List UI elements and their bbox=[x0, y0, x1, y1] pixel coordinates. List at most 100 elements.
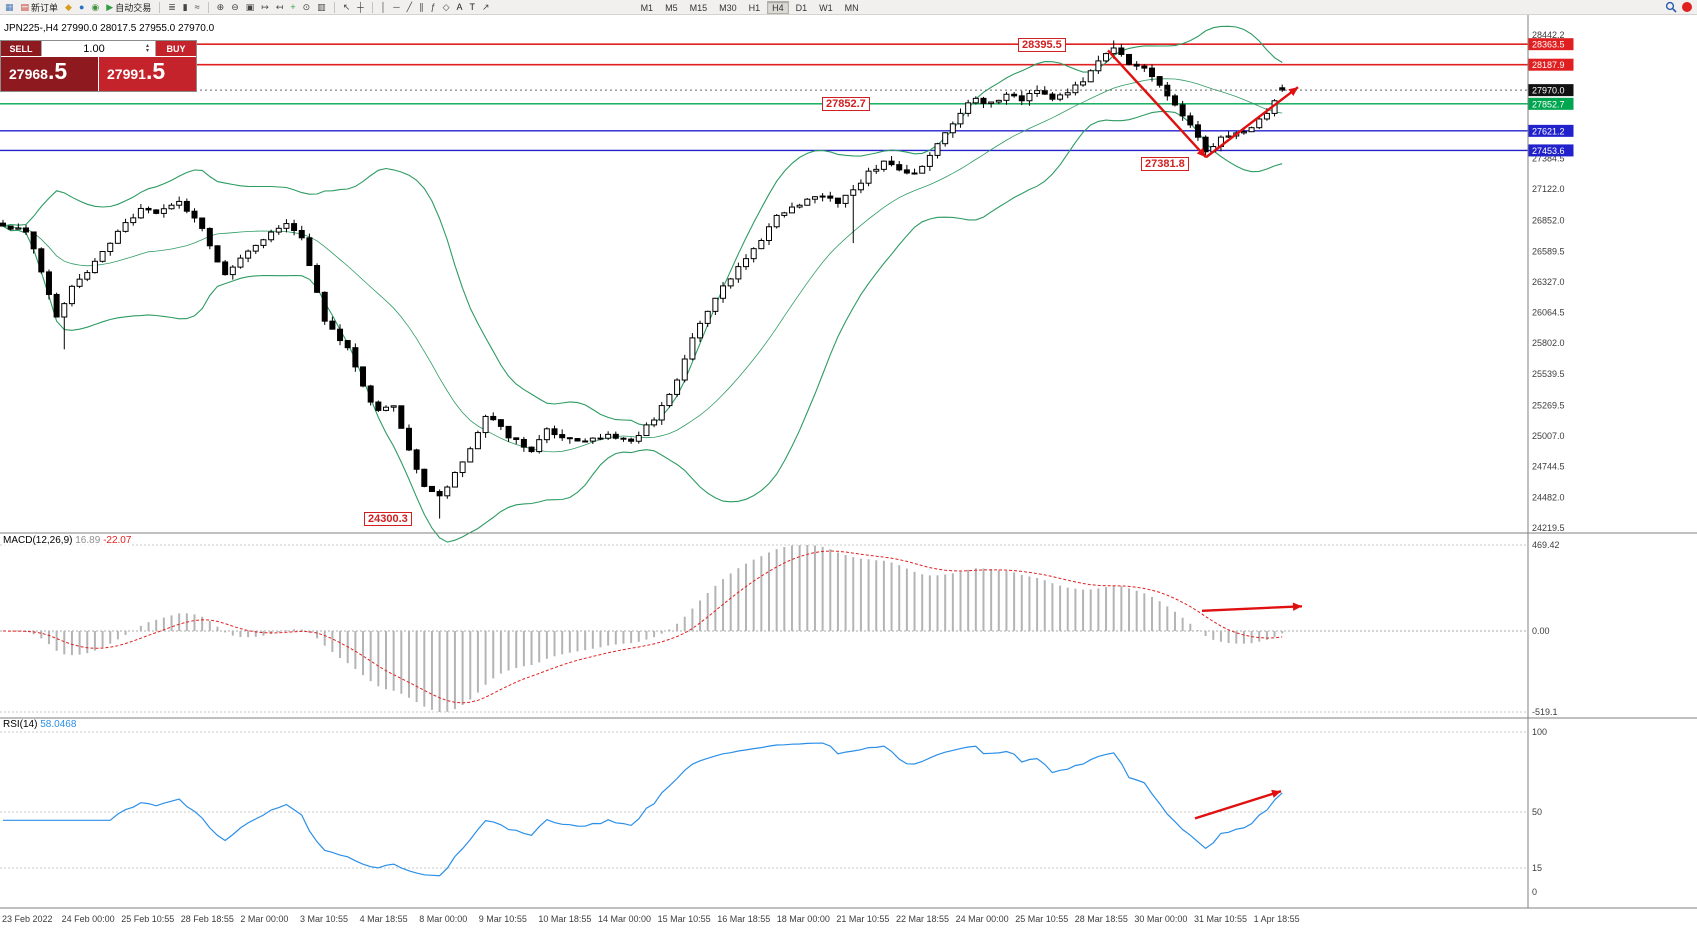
trendline-icon[interactable]: ╱ bbox=[405, 1, 414, 14]
signals-icon[interactable]: ◉ bbox=[89, 1, 101, 14]
price-axis-label: 24744.5 bbox=[1532, 462, 1565, 472]
trend-arrow[interactable] bbox=[1205, 86, 1299, 159]
trendline-icon-glyph: ╱ bbox=[406, 1, 413, 12]
indicator-axis[interactable]: 469.42 0.00 -519.1 100 50 15 0 bbox=[1532, 540, 1560, 897]
horizontal-line-icon[interactable]: ─ bbox=[391, 1, 401, 14]
time-axis-label: 9 Mar 10:55 bbox=[479, 914, 527, 924]
timeframe-h1[interactable]: H1 bbox=[748, 2, 761, 13]
buy-button[interactable]: 27991.5 bbox=[99, 57, 196, 91]
price-annotation[interactable]: 24300.3 bbox=[364, 512, 412, 526]
bar-chart-icon[interactable]: ≣ bbox=[166, 1, 178, 14]
price-axis[interactable]: 28442.2 27384.5 27122.0 26852.0 26589.5 26327… bbox=[1528, 30, 1574, 533]
timeframe-mn[interactable]: MN bbox=[844, 2, 859, 13]
periods-icon[interactable]: ⊙ bbox=[301, 1, 313, 14]
timeframe-m15[interactable]: M15 bbox=[689, 2, 708, 13]
price-axis-label: 25269.5 bbox=[1532, 400, 1565, 410]
arrows-icon[interactable]: ↗ bbox=[480, 1, 492, 14]
cursor-icon-glyph: ↖ bbox=[342, 1, 351, 12]
timeframe-h4[interactable]: H4 bbox=[767, 0, 789, 14]
volume-field[interactable]: 1.00 ▴ ▾ bbox=[41, 41, 156, 56]
sell-price-int: 27968 bbox=[9, 66, 48, 82]
time-axis-label: 3 Mar 10:55 bbox=[300, 914, 348, 924]
timeframe-m30[interactable]: M30 bbox=[719, 2, 737, 13]
timeframe-w1[interactable]: W1 bbox=[819, 2, 833, 13]
horizontal-level-lines[interactable] bbox=[0, 43, 1528, 152]
shapes-icon-glyph: ◇ bbox=[442, 1, 450, 12]
rsi-value: 58.0468 bbox=[40, 719, 77, 730]
trend-arrow[interactable] bbox=[1194, 789, 1282, 820]
indicator-gridlines bbox=[0, 544, 1528, 869]
cursor-icon[interactable]: ↖ bbox=[341, 1, 353, 14]
bollinger-bands bbox=[2, 25, 1283, 543]
fibonacci-icon[interactable]: ƒ bbox=[429, 1, 438, 14]
crosshair-icon[interactable]: ┼ bbox=[355, 1, 365, 14]
new-chart-icon-glyph: ▦ bbox=[5, 1, 14, 12]
search-icon[interactable] bbox=[1665, 1, 1677, 13]
macd-histogram bbox=[9, 545, 1284, 712]
timeframe-m5[interactable]: M5 bbox=[665, 2, 678, 13]
notification-badge[interactable] bbox=[1682, 2, 1692, 12]
price-annotation[interactable]: 27381.8 bbox=[1141, 157, 1189, 171]
time-axis-label: 25 Feb 10:55 bbox=[121, 914, 174, 924]
volume-up-icon[interactable]: ▴ bbox=[146, 42, 150, 49]
timeframe-d1[interactable]: D1 bbox=[795, 2, 808, 13]
vertical-line-icon[interactable]: │ bbox=[379, 1, 389, 14]
chart-shift-icon[interactable]: ↤ bbox=[274, 1, 286, 14]
candlestick-chart-icon-glyph: ▮ bbox=[182, 1, 188, 12]
trend-arrow[interactable] bbox=[1107, 49, 1207, 159]
auto-trading-button[interactable]: ▶ 自动交易 bbox=[104, 1, 153, 14]
time-axis[interactable]: 23 Feb 2022 24 Feb 00:00 25 Feb 10:55 28 Fe… bbox=[2, 914, 1300, 924]
zoom-out-icon[interactable]: ⊖ bbox=[229, 1, 241, 14]
candlestick-chart-icon[interactable]: ▮ bbox=[181, 1, 190, 14]
time-axis-label: 30 Mar 00:00 bbox=[1134, 914, 1187, 924]
volume-spinner[interactable]: ▴ ▾ bbox=[146, 42, 155, 54]
zoom-in-icon-glyph: ⊕ bbox=[216, 1, 225, 12]
price-tag bbox=[1528, 124, 1574, 137]
time-axis-label: 25 Mar 10:55 bbox=[1015, 914, 1068, 924]
macd-signal-line bbox=[2, 550, 1283, 704]
volume-down-icon[interactable]: ▾ bbox=[146, 47, 150, 54]
sell-tab[interactable]: SELL bbox=[1, 41, 41, 56]
price-tag-value: 28187.9 bbox=[1532, 60, 1565, 70]
time-axis-label: 10 Mar 18:55 bbox=[538, 914, 591, 924]
one-click-trading-panel: SELL 1.00 ▴ ▾ BUY 27968.5 27991.5 bbox=[0, 40, 197, 92]
indicators-icon-glyph: + bbox=[290, 2, 296, 12]
price-axis-label: 25007.0 bbox=[1532, 431, 1565, 441]
tile-windows-icon[interactable]: ▣ bbox=[244, 1, 257, 14]
price-tag bbox=[1528, 84, 1574, 97]
price-axis-label: 26852.0 bbox=[1532, 216, 1565, 226]
zoom-out-icon-glyph: ⊖ bbox=[231, 1, 239, 12]
rsi-axis-label: 0 bbox=[1532, 887, 1537, 897]
shapes-icon[interactable]: ◇ bbox=[441, 1, 452, 14]
market-icon[interactable]: ● bbox=[77, 1, 86, 14]
zoom-in-icon[interactable]: ⊕ bbox=[215, 1, 227, 14]
price-annotation[interactable]: 27852.7 bbox=[822, 97, 870, 111]
time-axis-label: 21 Mar 10:55 bbox=[836, 914, 889, 924]
mql5-community-icon[interactable]: ◆ bbox=[63, 1, 74, 14]
trend-arrow[interactable] bbox=[1201, 602, 1303, 613]
auto-scroll-icon[interactable]: ↦ bbox=[259, 1, 271, 14]
timeframe-m1[interactable]: M1 bbox=[640, 2, 654, 13]
price-tag-value: 27852.7 bbox=[1532, 99, 1565, 109]
toolbar: ▦ ▤ 新订单 ◆ ● ◉ ▶ 自动交易 ≣ ▮ ≈ ⊕ ⊖ ▣ ↦ ↤ + ⊙ ▥ ↖ ┼ │ ─ ╱ ∥ ƒ ◇ A T ↗ M1 M5 M… bbox=[0, 0, 1697, 15]
toolbar-separator bbox=[333, 1, 335, 13]
toolbar-separator bbox=[371, 1, 373, 13]
symbol-ohlc-info: JPN225-,H4 27990.0 28017.5 27955.0 27970… bbox=[4, 23, 215, 34]
vertical-line-icon-glyph: │ bbox=[380, 2, 387, 12]
buy-tab[interactable]: BUY bbox=[156, 41, 196, 56]
text-icon[interactable]: A bbox=[455, 1, 465, 14]
new-order-button[interactable]: ▤ 新订单 bbox=[19, 1, 61, 14]
channel-icon[interactable]: ∥ bbox=[417, 1, 426, 14]
price-annotation[interactable]: 28395.5 bbox=[1018, 38, 1066, 52]
chart-canvas[interactable]: 28442.2 27384.5 27122.0 26852.0 26589.5 26327… bbox=[0, 15, 1697, 933]
indicators-icon[interactable]: + bbox=[288, 1, 297, 14]
price-axis-label: 25539.5 bbox=[1532, 369, 1565, 379]
price-tag bbox=[1528, 58, 1574, 71]
time-axis-label: 15 Mar 10:55 bbox=[658, 914, 711, 924]
templates-icon[interactable]: ▥ bbox=[315, 1, 328, 14]
label-icon[interactable]: T bbox=[468, 1, 478, 14]
new-chart-icon[interactable]: ▦ bbox=[3, 1, 16, 14]
line-chart-icon[interactable]: ≈ bbox=[193, 1, 202, 14]
pane-separators[interactable] bbox=[0, 532, 1697, 909]
sell-button[interactable]: 27968.5 bbox=[1, 57, 98, 91]
